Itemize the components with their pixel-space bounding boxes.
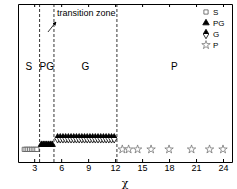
tick: 18	[165, 159, 175, 173]
tick-mark	[88, 159, 89, 162]
tick-label: 21	[192, 163, 202, 173]
series	[118, 145, 227, 153]
tick-mark	[169, 4, 170, 7]
tick-label: 15	[138, 163, 148, 173]
point	[165, 145, 173, 153]
point	[124, 145, 132, 153]
point	[187, 145, 195, 153]
tick-mark	[223, 4, 224, 7]
point	[111, 134, 116, 143]
tick-label: 18	[165, 163, 175, 173]
annotation: transition zone	[57, 8, 116, 18]
legend-label: G	[213, 30, 219, 39]
region-label: S	[25, 61, 32, 72]
legend-marker	[204, 10, 208, 14]
x-axis-top	[19, 4, 233, 7]
data-area	[22, 4, 227, 162]
tick	[223, 4, 224, 7]
legend-entry: G	[203, 29, 219, 39]
tick-label: 12	[111, 163, 121, 173]
tick	[115, 4, 116, 7]
plot: 3691215182124SPGGPtransition zoneSPGGP	[19, 4, 233, 173]
tick-mark	[169, 159, 170, 162]
point	[133, 145, 141, 153]
tick	[61, 4, 62, 7]
legend-entry: S	[204, 8, 218, 17]
legend: S PG GP	[202, 8, 225, 50]
axis-line	[19, 4, 233, 5]
x-axis-title: χ	[122, 177, 129, 189]
annotation-arrow	[48, 22, 56, 32]
tick: 6	[59, 159, 64, 173]
region-label: P	[171, 61, 178, 72]
tick	[169, 4, 170, 7]
legend-marker	[203, 19, 209, 25]
legend-marker	[203, 29, 208, 38]
tick-mark	[196, 4, 197, 7]
tick-mark	[115, 159, 116, 162]
tick-label: 6	[59, 163, 64, 173]
boundary-line	[39, 4, 40, 162]
tick-mark	[142, 4, 143, 7]
point	[219, 145, 227, 153]
tick: 12	[111, 159, 121, 173]
tick	[142, 4, 143, 7]
tick-mark	[34, 159, 35, 162]
tick: 24	[219, 159, 229, 173]
y-axis-right	[232, 5, 233, 163]
point	[35, 147, 39, 151]
tick: 3	[32, 159, 37, 173]
tick	[196, 4, 197, 7]
tick	[88, 4, 89, 7]
series	[38, 141, 55, 147]
tick: 9	[86, 159, 91, 173]
x-axis: 3 6 9 12 15 18 21 24	[19, 159, 233, 173]
legend-label: PG	[213, 19, 225, 28]
legend-marker	[202, 41, 210, 49]
tick-mark	[61, 159, 62, 162]
chart: 3691215182124SPGGPtransition zoneSPGGPχ	[0, 0, 237, 189]
tick-mark	[115, 4, 116, 7]
legend-label: S	[213, 8, 218, 17]
region-label: G	[82, 61, 90, 72]
tick-label: 9	[86, 163, 91, 173]
tick	[34, 4, 35, 7]
series	[55, 134, 117, 143]
boundary-line	[53, 4, 54, 162]
tick-label: 24	[219, 163, 229, 173]
legend-entry: PG	[203, 19, 225, 28]
tick-mark	[61, 4, 62, 7]
tick-label: 3	[32, 163, 37, 173]
tick: 15	[138, 159, 148, 173]
tick-mark	[196, 159, 197, 162]
point	[205, 145, 213, 153]
legend-entry: P	[202, 41, 219, 50]
tick-mark	[88, 4, 89, 7]
tick-mark	[223, 159, 224, 162]
y-axis	[18, 5, 19, 163]
point	[147, 145, 155, 153]
tick-mark	[142, 159, 143, 162]
legend-label: P	[213, 41, 218, 50]
region-label: PG	[40, 61, 55, 72]
tick-mark	[34, 4, 35, 7]
series	[22, 147, 39, 151]
axis-line	[18, 5, 19, 163]
point	[49, 141, 55, 147]
tick: 21	[192, 159, 202, 173]
axis-line	[232, 5, 233, 163]
